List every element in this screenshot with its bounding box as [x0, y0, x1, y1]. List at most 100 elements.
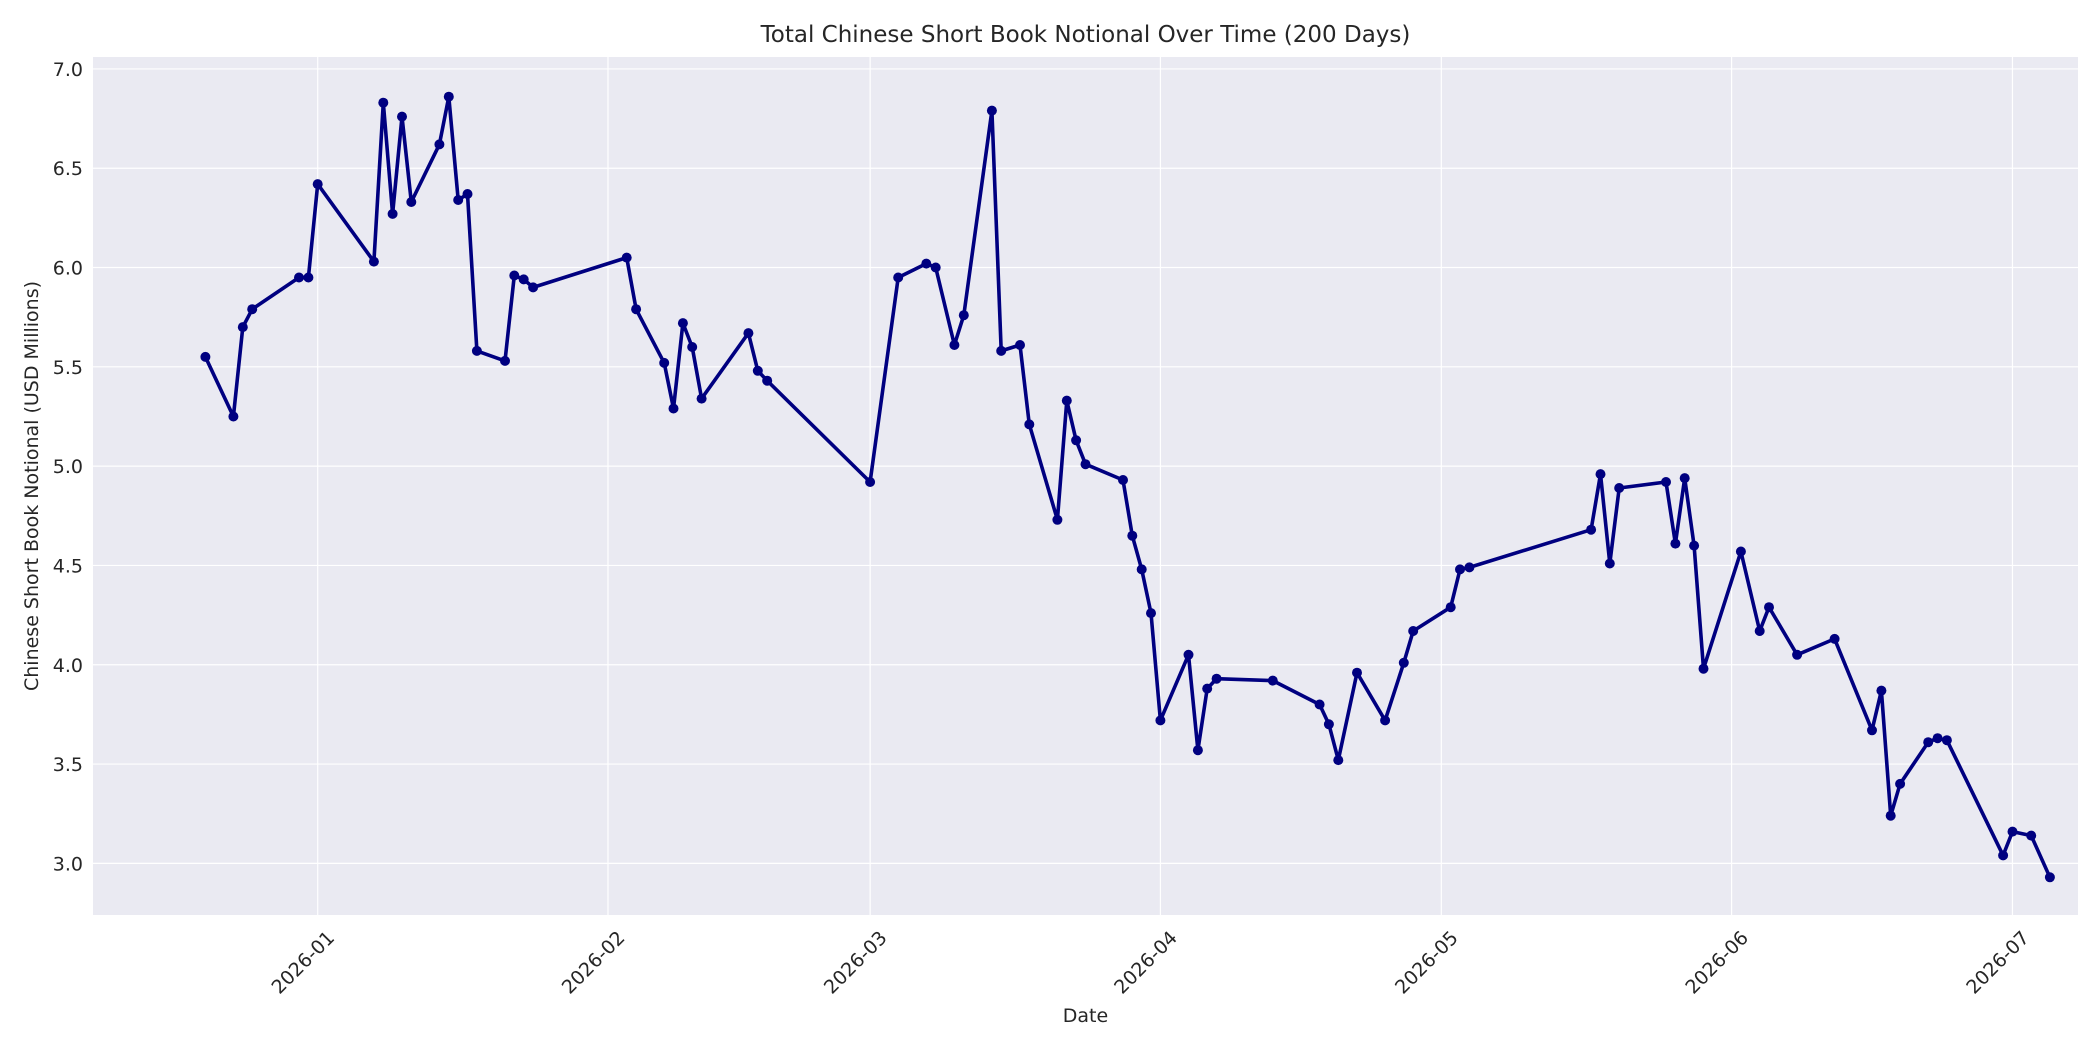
data-point [930, 262, 941, 273]
data-point [893, 272, 904, 283]
data-point [200, 351, 211, 362]
y-tick-label: 3.0 [53, 853, 83, 875]
data-point [762, 375, 773, 386]
data-point [1136, 564, 1147, 575]
data-point [1323, 719, 1334, 730]
data-point [462, 189, 473, 199]
data-point [1314, 699, 1325, 710]
data-point [1211, 673, 1222, 684]
data-point [1586, 524, 1597, 535]
data-point [2026, 830, 2037, 841]
data-point [518, 274, 529, 285]
data-point [443, 91, 454, 102]
chart-title: Total Chinese Short Book Notional Over T… [760, 22, 1411, 48]
y-tick-label: 6.0 [53, 258, 83, 280]
plot-area [93, 57, 2078, 915]
data-point [1735, 546, 1746, 557]
data-point [1941, 735, 1952, 746]
data-point [1408, 626, 1419, 636]
data-point [312, 179, 323, 190]
data-point [1333, 755, 1344, 766]
data-point [1661, 477, 1671, 487]
y-tick-label: 5.5 [53, 357, 83, 379]
data-point [1614, 483, 1625, 493]
data-point [1445, 602, 1456, 613]
y-tick-label: 5.0 [53, 456, 83, 478]
data-point [1867, 725, 1877, 736]
data-point [1689, 540, 1700, 551]
data-point [303, 272, 314, 283]
data-point [1015, 340, 1025, 350]
data-point [294, 272, 304, 283]
data-point [1380, 715, 1391, 726]
data-point [1080, 459, 1091, 470]
data-point [453, 195, 464, 205]
data-point [2044, 872, 2055, 883]
y-tick-label: 6.5 [53, 158, 83, 180]
data-point [1885, 810, 1896, 821]
data-point [397, 111, 407, 122]
data-point [1127, 530, 1138, 541]
data-point [1604, 558, 1615, 569]
data-point [687, 342, 698, 352]
y-tick-label: 7.0 [53, 59, 83, 81]
data-point [1998, 850, 2009, 861]
data-point [368, 256, 379, 267]
data-point [865, 477, 876, 487]
data-point [1829, 633, 1840, 644]
data-point [696, 393, 707, 404]
data-point [1202, 683, 1213, 694]
data-point [743, 328, 754, 339]
data-point [1455, 564, 1465, 575]
data-point [996, 345, 1007, 356]
data-point [1267, 675, 1278, 686]
data-point [237, 322, 248, 333]
data-point [1352, 667, 1362, 678]
data-point [677, 318, 688, 329]
data-point [986, 105, 997, 116]
data-point [1398, 657, 1409, 668]
series-points [200, 91, 2055, 883]
data-point [1764, 602, 1774, 613]
data-point [228, 411, 239, 422]
data-point [1792, 649, 1803, 660]
data-point [1146, 608, 1156, 619]
data-point [668, 403, 679, 414]
data-point [921, 258, 932, 269]
data-point [247, 304, 258, 315]
data-point [1024, 419, 1035, 430]
y-tick-label: 4.0 [53, 655, 83, 677]
data-point [1754, 626, 1765, 636]
data-point [406, 197, 417, 207]
data-point [1464, 562, 1475, 573]
data-point [1061, 395, 1072, 406]
data-point [958, 310, 969, 321]
data-point [1071, 435, 1082, 446]
data-point [1052, 514, 1063, 525]
data-point [1923, 737, 1934, 748]
data-point [1118, 475, 1128, 485]
data-point [1895, 778, 1906, 789]
x-axis-label: Date [1063, 1005, 1108, 1027]
data-point [949, 340, 960, 350]
data-point [1155, 715, 1166, 726]
data-point [509, 270, 520, 281]
data-point [500, 355, 510, 366]
data-point [528, 282, 539, 293]
data-point [1932, 733, 1943, 744]
data-point [1192, 745, 1203, 756]
data-point [2007, 826, 2018, 837]
y-tick-label: 4.5 [53, 555, 83, 577]
data-point [1670, 538, 1681, 549]
data-point [1595, 469, 1606, 480]
y-axis-label: Chinese Short Book Notional (USD Million… [21, 281, 43, 691]
data-point [1698, 663, 1709, 674]
data-point [621, 252, 632, 263]
data-point [659, 357, 670, 368]
data-point [1679, 473, 1690, 484]
data-point [378, 97, 389, 108]
data-point [471, 345, 482, 356]
data-point [1183, 649, 1194, 660]
